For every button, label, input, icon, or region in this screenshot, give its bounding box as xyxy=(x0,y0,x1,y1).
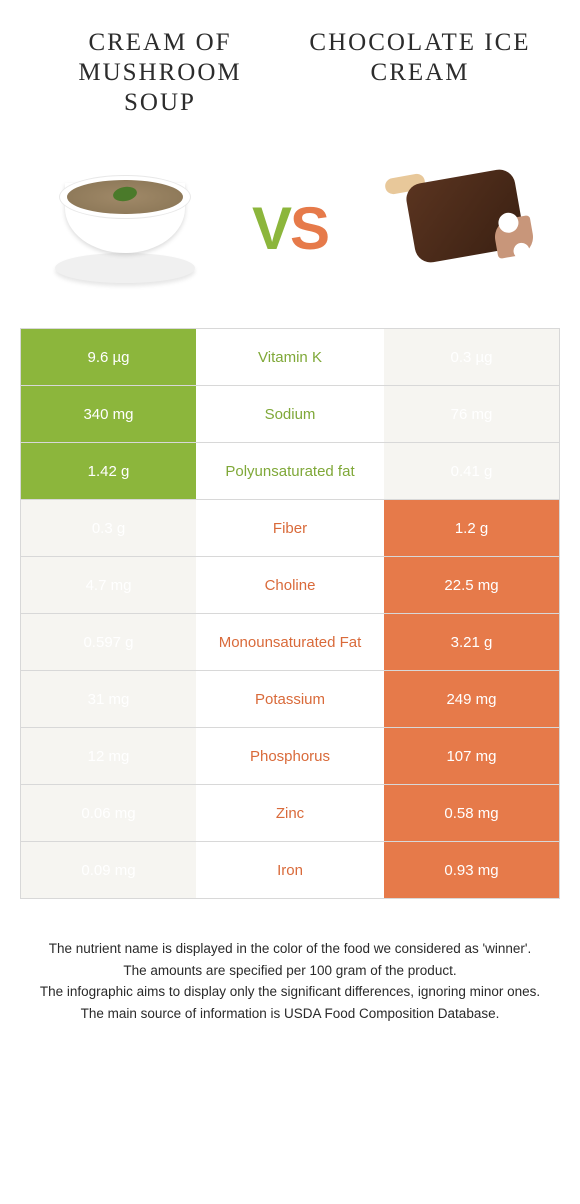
right-food-title: Chocolate Ice Cream xyxy=(300,28,540,118)
ice-cream-bar-icon xyxy=(375,168,535,288)
left-value: 0.06 mg xyxy=(21,785,196,841)
right-value: 0.58 mg xyxy=(384,785,559,841)
left-value: 1.42 g xyxy=(21,443,196,499)
right-food-image xyxy=(370,158,540,298)
nutrient-label: Polyunsaturated fat xyxy=(196,443,384,499)
nutrient-row: 0.3 gFiber1.2 g xyxy=(21,500,559,557)
right-value: 0.93 mg xyxy=(384,842,559,898)
right-value: 1.2 g xyxy=(384,500,559,556)
right-value: 249 mg xyxy=(384,671,559,727)
footnotes: The nutrient name is displayed in the co… xyxy=(0,899,580,1023)
right-value: 107 mg xyxy=(384,728,559,784)
nutrient-label: Sodium xyxy=(196,386,384,442)
nutrient-row: 0.09 mgIron0.93 mg xyxy=(21,842,559,899)
nutrient-label: Fiber xyxy=(196,500,384,556)
left-value: 31 mg xyxy=(21,671,196,727)
nutrient-row: 4.7 mgCholine22.5 mg xyxy=(21,557,559,614)
footnote-line: The main source of information is USDA F… xyxy=(30,1004,550,1024)
nutrient-label: Monounsaturated Fat xyxy=(196,614,384,670)
footnote-line: The nutrient name is displayed in the co… xyxy=(30,939,550,959)
vs-s: S xyxy=(290,194,328,263)
left-value: 340 mg xyxy=(21,386,196,442)
nutrient-label: Iron xyxy=(196,842,384,898)
header: Cream of Mushroom Soup Chocolate Ice Cre… xyxy=(0,0,580,128)
nutrient-row: 340 mgSodium76 mg xyxy=(21,386,559,443)
soup-bowl-icon xyxy=(45,173,205,283)
nutrient-row: 9.6 µgVitamin K0.3 µg xyxy=(21,329,559,386)
images-row: VS xyxy=(0,128,580,328)
nutrient-row: 0.597 gMonounsaturated Fat3.21 g xyxy=(21,614,559,671)
left-value: 0.3 g xyxy=(21,500,196,556)
footnote-line: The amounts are specified per 100 gram o… xyxy=(30,961,550,981)
right-value: 76 mg xyxy=(384,386,559,442)
left-value: 9.6 µg xyxy=(21,329,196,385)
right-value: 3.21 g xyxy=(384,614,559,670)
left-value: 12 mg xyxy=(21,728,196,784)
left-value: 4.7 mg xyxy=(21,557,196,613)
right-value: 0.3 µg xyxy=(384,329,559,385)
nutrient-row: 0.06 mgZinc0.58 mg xyxy=(21,785,559,842)
nutrient-label: Zinc xyxy=(196,785,384,841)
nutrient-label: Vitamin K xyxy=(196,329,384,385)
left-food-title: Cream of Mushroom Soup xyxy=(40,28,280,118)
vs-label: VS xyxy=(252,194,328,263)
nutrient-label: Choline xyxy=(196,557,384,613)
nutrient-row: 31 mgPotassium249 mg xyxy=(21,671,559,728)
footnote-line: The infographic aims to display only the… xyxy=(30,982,550,1002)
left-food-image xyxy=(40,158,210,298)
nutrient-label: Phosphorus xyxy=(196,728,384,784)
nutrient-label: Potassium xyxy=(196,671,384,727)
nutrient-row: 12 mgPhosphorus107 mg xyxy=(21,728,559,785)
right-value: 22.5 mg xyxy=(384,557,559,613)
right-value: 0.41 g xyxy=(384,443,559,499)
nutrient-table: 9.6 µgVitamin K0.3 µg340 mgSodium76 mg1.… xyxy=(20,328,560,899)
nutrient-row: 1.42 gPolyunsaturated fat0.41 g xyxy=(21,443,559,500)
left-value: 0.597 g xyxy=(21,614,196,670)
vs-v: V xyxy=(252,194,290,263)
left-value: 0.09 mg xyxy=(21,842,196,898)
